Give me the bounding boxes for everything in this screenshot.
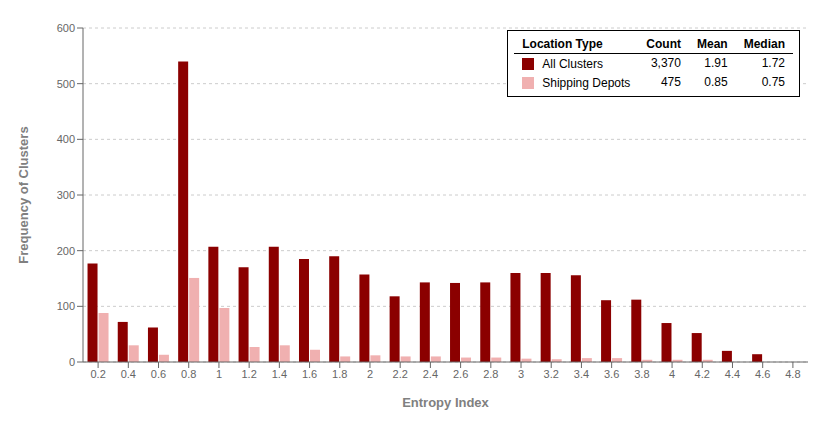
svg-text:1.2: 1.2 xyxy=(241,368,256,380)
svg-text:0.2: 0.2 xyxy=(90,368,105,380)
svg-text:0.8: 0.8 xyxy=(181,368,196,380)
svg-text:3.4: 3.4 xyxy=(574,368,589,380)
svg-text:3.6: 3.6 xyxy=(604,368,619,380)
svg-text:2.4: 2.4 xyxy=(423,368,438,380)
svg-text:Entropy Index: Entropy Index xyxy=(402,395,489,410)
html-text:Mean: Mean xyxy=(697,37,728,51)
svg-text:Frequency of Clusters: Frequency of Clusters xyxy=(16,126,31,263)
svg-text:100: 100 xyxy=(57,300,75,312)
html-text:All Clusters: All Clusters xyxy=(542,56,603,71)
html-text:Median: Median xyxy=(743,37,785,51)
svg-text:0.4: 0.4 xyxy=(121,368,136,380)
html-text:3,370: 3,370 xyxy=(650,56,681,71)
html-text:0.85: 0.85 xyxy=(704,75,728,90)
svg-text:200: 200 xyxy=(57,245,75,257)
svg-text:0.6: 0.6 xyxy=(151,368,166,380)
svg-text:4: 4 xyxy=(669,368,675,380)
svg-text:1.4: 1.4 xyxy=(272,368,287,380)
html-text:Location Type: Location Type xyxy=(522,37,603,51)
svg-text:300: 300 xyxy=(57,189,75,201)
svg-text:4.2: 4.2 xyxy=(695,368,710,380)
svg-text:3: 3 xyxy=(518,368,524,380)
html-text:1.91: 1.91 xyxy=(704,56,728,71)
svg-text:500: 500 xyxy=(57,78,75,90)
svg-text:400: 400 xyxy=(57,133,75,145)
svg-text:4.6: 4.6 xyxy=(755,368,770,380)
svg-text:1.8: 1.8 xyxy=(332,368,347,380)
svg-text:0: 0 xyxy=(69,356,75,368)
html-text:Shipping Depots: Shipping Depots xyxy=(542,75,631,90)
html-text:Count: Count xyxy=(646,37,681,51)
svg-text:4.4: 4.4 xyxy=(725,368,740,380)
svg-text:3.2: 3.2 xyxy=(544,368,559,380)
html-text:1.72: 1.72 xyxy=(761,56,785,71)
svg-text:3.8: 3.8 xyxy=(634,368,649,380)
svg-text:4.8: 4.8 xyxy=(785,368,800,380)
html-text:0.75: 0.75 xyxy=(761,75,785,90)
svg-text:1: 1 xyxy=(216,368,222,380)
svg-text:600: 600 xyxy=(57,22,75,34)
svg-text:2.8: 2.8 xyxy=(483,368,498,380)
svg-text:2.2: 2.2 xyxy=(393,368,408,380)
svg-text:2: 2 xyxy=(367,368,373,380)
svg-text:1.6: 1.6 xyxy=(302,368,317,380)
html-text:475: 475 xyxy=(660,75,681,90)
svg-text:2.6: 2.6 xyxy=(453,368,468,380)
